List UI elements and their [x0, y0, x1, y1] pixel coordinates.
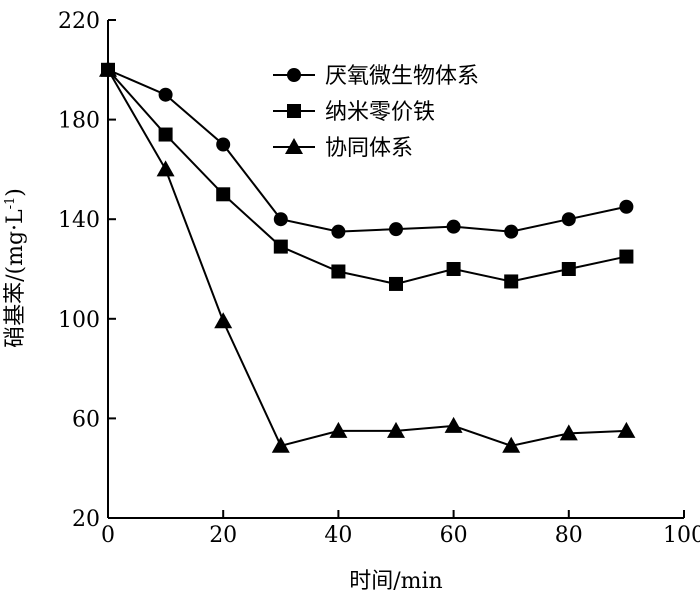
x-tick-label: 60: [440, 523, 468, 548]
data-point-circle: [158, 87, 173, 102]
data-point-square: [446, 262, 461, 276]
legend-marker-square: [287, 104, 301, 118]
data-point-circle: [619, 199, 634, 214]
y-tick-label: 220: [58, 9, 100, 34]
series-line: [107, 69, 627, 447]
y-axis-title-close: ): [3, 188, 28, 197]
y-axis-title: 硝基苯/(mg·L-1): [3, 188, 28, 348]
data-point-square: [331, 264, 346, 279]
y-tick-label: 20: [72, 507, 100, 532]
x-tick-label: 100: [663, 523, 700, 548]
y-tick-label: 100: [58, 308, 100, 333]
y-tick-label: 180: [58, 109, 100, 134]
series-3: [99, 60, 636, 453]
data-point-square: [619, 249, 634, 264]
data-point-triangle: [329, 421, 348, 438]
data-point-square: [216, 187, 231, 202]
data-point-triangle: [559, 424, 578, 441]
legend-item: 协同体系: [273, 136, 413, 161]
y-tick-label: 140: [58, 208, 100, 233]
series-2: [101, 62, 634, 291]
data-point-circle: [446, 219, 461, 234]
data-point-triangle: [271, 436, 290, 453]
data-point-triangle: [99, 60, 117, 77]
series-line: [107, 69, 627, 285]
legend-item: 纳米零价铁: [273, 100, 435, 125]
x-axis-title: 时间/min: [349, 569, 442, 594]
legend-label: 协同体系: [325, 136, 413, 161]
data-point-circle: [504, 224, 519, 239]
legend-label: 纳米零价铁: [325, 100, 435, 125]
legend-label: 厌氧微生物体系: [325, 64, 479, 89]
data-point-square: [504, 274, 519, 289]
data-point-square: [273, 239, 288, 254]
data-point-triangle: [444, 416, 463, 433]
data-point-square: [561, 262, 576, 276]
data-point-circle: [273, 212, 288, 227]
legend-marker-triangle: [285, 138, 303, 154]
y-tick-label: 60: [72, 407, 100, 432]
data-point-circle: [216, 137, 231, 152]
data-point-square: [158, 127, 173, 142]
x-tick-label: 0: [101, 523, 115, 548]
tick-marks: [107, 19, 685, 519]
series-layer: [99, 60, 636, 453]
legend-marker-circle: [287, 68, 301, 82]
data-point-square: [389, 276, 403, 291]
data-point-triangle: [156, 160, 175, 177]
x-tick-label: 20: [209, 523, 237, 548]
axes: [107, 20, 684, 519]
y-axis-title-superscript: -1: [3, 197, 18, 210]
data-point-triangle: [502, 436, 521, 453]
series-line: [107, 68, 627, 233]
data-point-circle: [561, 212, 576, 227]
x-tick-label: 80: [555, 523, 583, 548]
y-axis-title-main: 硝基苯/(mg·L: [3, 209, 28, 348]
data-point-triangle: [617, 421, 636, 438]
data-point-circle: [331, 224, 346, 239]
legend-item: 厌氧微生物体系: [273, 64, 479, 89]
x-tick-label: 40: [324, 523, 352, 548]
data-point-circle: [389, 222, 403, 237]
data-point-triangle: [214, 312, 233, 329]
data-point-triangle: [387, 421, 405, 438]
